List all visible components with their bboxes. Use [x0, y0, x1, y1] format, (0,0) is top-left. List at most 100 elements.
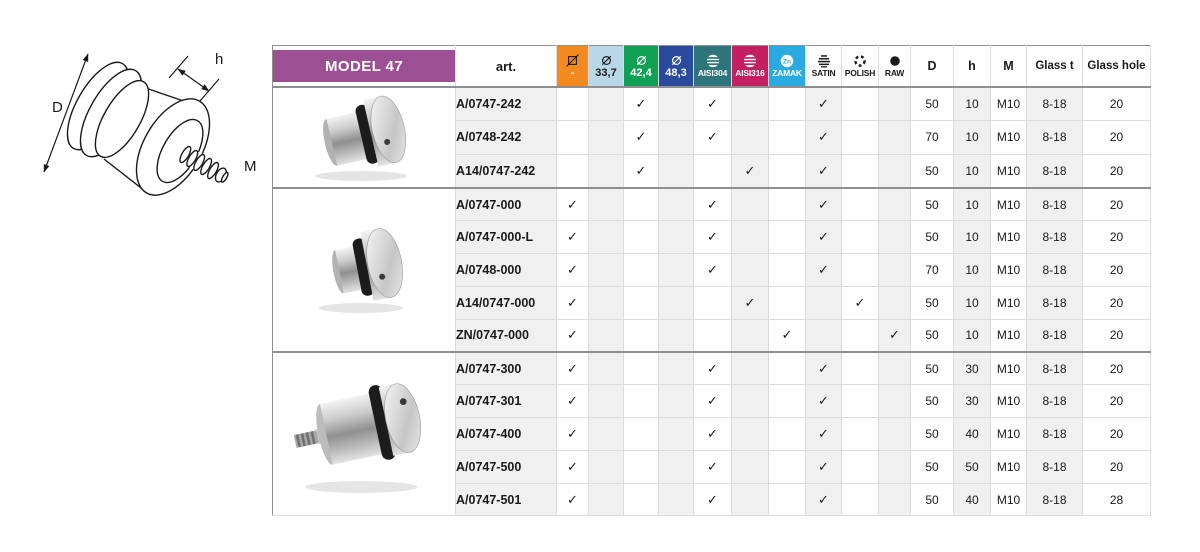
product-photo-cell: [272, 350, 456, 517]
check-cell-d424: [623, 187, 659, 222]
spec-value-cell: M10: [990, 350, 1027, 386]
check-cell-d483: [658, 350, 694, 386]
check-cell-d424: [623, 350, 659, 386]
check-cell-flat: ✓: [556, 384, 589, 419]
check-cell-d483: [658, 253, 694, 287]
option-label: AISI316: [735, 68, 765, 79]
check-cell-d483: [658, 384, 694, 419]
check-cell-d337: [588, 154, 624, 189]
spec-value-cell: 50: [910, 450, 954, 484]
option-label: 33,7: [595, 67, 617, 79]
check-cell-polish: [841, 220, 879, 255]
check-cell-satin: ✓: [805, 86, 842, 122]
column-header-glass-hole: Glass hole: [1082, 45, 1151, 88]
spec-value-cell: 20: [1082, 319, 1151, 353]
option-header: -: [557, 46, 588, 86]
option-label: POLISH: [844, 68, 876, 79]
check-cell-polish: [841, 86, 879, 122]
check-cell-d424: [623, 319, 659, 353]
spec-value-cell: 8-18: [1026, 319, 1083, 353]
table-row: A/0748-000 ✓ ✓ ✓ 70 10 M10 8-18 20: [273, 253, 1151, 287]
check-cell-raw: [878, 120, 911, 155]
check-cell-zamak: ✓: [768, 319, 806, 353]
check-cell-d337: [588, 350, 624, 386]
check-cell-polish: [841, 253, 879, 287]
polish-icon: [853, 54, 867, 68]
column-header-flat: -: [556, 45, 589, 88]
check-cell-d337: [588, 120, 624, 155]
spec-value-cell: 30: [953, 350, 991, 386]
check-cell-flat: ✓: [556, 417, 589, 451]
check-cell-flat: ✓: [556, 350, 589, 386]
art-cell: A/0747-500: [455, 450, 557, 484]
header-row: MODEL 47 art. - 33,7 42,4 48,3 AISI304 AISI316 Z…: [272, 45, 1151, 88]
product-photo-long-standoff: [293, 383, 422, 493]
table-row: A/0747-501 ✓ ✓ ✓ 50 40 M10 8-18 28: [273, 483, 1151, 517]
check-cell-zamak: [768, 120, 806, 155]
check-cell-zamak: [768, 417, 806, 451]
model-47-spec-table: MODEL 47 art. - 33,7 42,4 48,3 AISI304 AISI316 Z…: [272, 45, 1151, 517]
check-cell-d337: [588, 220, 624, 255]
spec-value-cell: M10: [990, 417, 1027, 451]
check-cell-flat: ✓: [556, 220, 589, 255]
check-cell-d424: [623, 220, 659, 255]
art-cell: A/0747-242: [455, 86, 557, 122]
spec-value-cell: 20: [1082, 187, 1151, 222]
check-cell-aisi316: ✓: [731, 154, 769, 189]
steel-icon: [743, 54, 757, 68]
spec-value-cell: 8-18: [1026, 417, 1083, 451]
spec-value-cell: 10: [953, 86, 991, 122]
column-header-aisi316: AISI316: [731, 45, 769, 88]
check-cell-polish: [841, 187, 879, 222]
check-cell-polish: [841, 417, 879, 451]
column-header-art: art.: [455, 45, 557, 88]
product-photo-cell: [272, 86, 456, 189]
check-cell-polish: [841, 120, 879, 155]
art-cell: A/0748-000: [455, 253, 557, 287]
check-cell-raw: [878, 253, 911, 287]
check-cell-d424: [623, 483, 659, 517]
check-cell-satin: ✓: [805, 417, 842, 451]
table-row: A/0747-500 ✓ ✓ ✓ 50 50 M10 8-18 20: [273, 450, 1151, 484]
spec-value-cell: 20: [1082, 450, 1151, 484]
spec-value-cell: 50: [910, 417, 954, 451]
check-cell-flat: [556, 120, 589, 155]
table-row: A14/0747-242 ✓ ✓ ✓ 50 10 M10 8-18 20: [273, 154, 1151, 189]
spec-value-cell: M10: [990, 120, 1027, 155]
check-cell-aisi304: ✓: [693, 384, 732, 419]
option-header: SATIN: [806, 46, 841, 86]
raw-icon: [888, 54, 902, 68]
steel-icon: [705, 54, 720, 68]
spec-value-cell: 20: [1082, 350, 1151, 386]
column-header-polish: POLISH: [841, 45, 879, 88]
check-cell-aisi316: [731, 483, 769, 517]
check-cell-satin: ✓: [805, 384, 842, 419]
check-cell-zamak: [768, 450, 806, 484]
spec-value-cell: 50: [953, 450, 991, 484]
check-cell-zamak: [768, 286, 806, 320]
check-cell-raw: [878, 417, 911, 451]
spec-value-cell: M10: [990, 187, 1027, 222]
check-cell-satin: ✓: [805, 120, 842, 155]
check-cell-flat: ✓: [556, 286, 589, 320]
spec-value-cell: M10: [990, 384, 1027, 419]
column-header-glass-t: Glass t: [1026, 45, 1083, 88]
spec-value-cell: 20: [1082, 384, 1151, 419]
spec-value-cell: 70: [910, 120, 954, 155]
spec-value-cell: 10: [953, 253, 991, 287]
check-cell-raw: [878, 450, 911, 484]
check-cell-polish: [841, 319, 879, 353]
check-cell-aisi304: ✓: [693, 187, 732, 222]
check-cell-zamak: [768, 384, 806, 419]
spec-value-cell: M10: [990, 253, 1027, 287]
art-cell: A/0747-301: [455, 384, 557, 419]
check-cell-d337: [588, 483, 624, 517]
check-cell-satin: ✓: [805, 450, 842, 484]
spec-value-cell: 70: [910, 253, 954, 287]
spec-value-cell: 50: [910, 154, 954, 189]
option-header: 48,3: [659, 46, 693, 86]
art-cell: A14/0747-000: [455, 286, 557, 320]
check-cell-aisi316: [731, 253, 769, 287]
check-cell-flat: [556, 154, 589, 189]
check-cell-d483: [658, 319, 694, 353]
